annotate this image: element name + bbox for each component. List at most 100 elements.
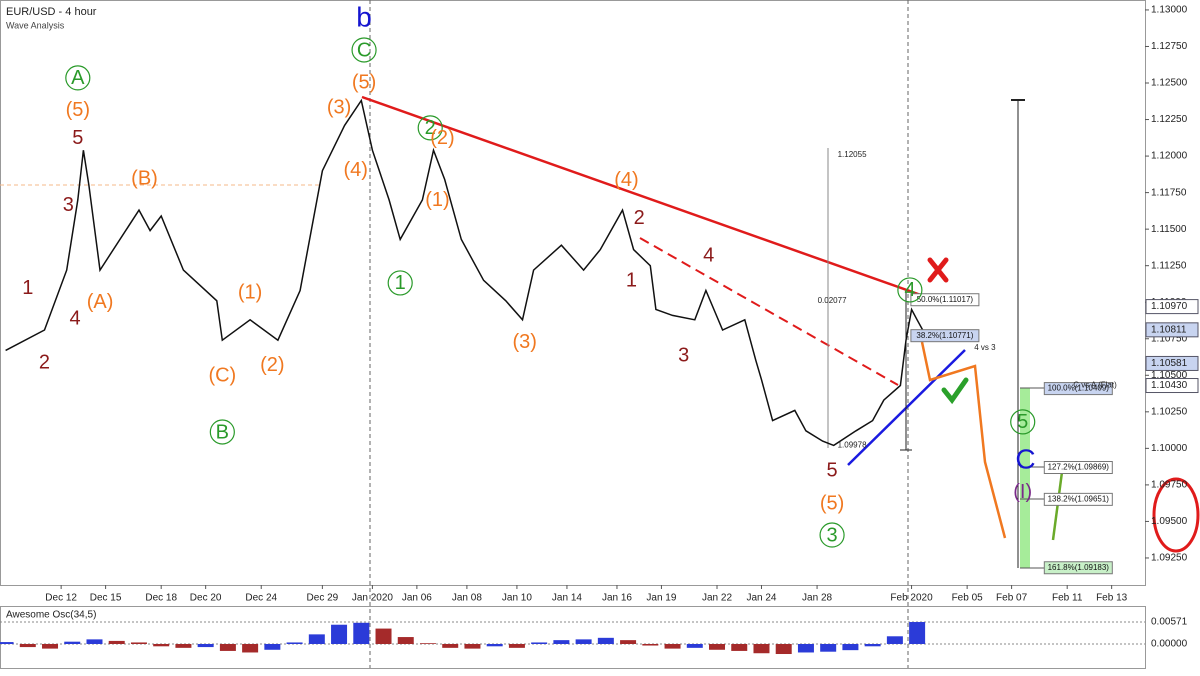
price-tag-label: 1.10581 (1151, 358, 1188, 369)
wave-label: (3) (327, 96, 351, 118)
oscillator-bar (797, 643, 814, 653)
oscillator-bar (419, 643, 436, 644)
wave-label: C (357, 39, 371, 61)
oscillator-bar (620, 640, 637, 644)
oscillator-bar (731, 643, 748, 651)
wave-circle (387, 270, 413, 296)
x-tick-label: Dec 29 (307, 593, 339, 604)
wave-label: 5 (1017, 411, 1028, 433)
x-tick-label: Jan 10 (502, 593, 532, 604)
fib-box (910, 293, 980, 307)
y-tick-label: 1.10750 (1151, 333, 1188, 344)
wave-label: 3 (827, 524, 838, 546)
oscillator-bar (531, 642, 548, 644)
chart-title: EUR/USD - 4 hour (6, 6, 97, 18)
oscillator-bar (709, 643, 726, 650)
wave-label: (5) (352, 71, 376, 93)
wave-circle (209, 419, 235, 445)
oscillator-bar (64, 641, 81, 644)
oscillator-bar (242, 643, 259, 653)
wave-label: 5 (72, 127, 83, 149)
oscillator-bar (331, 624, 348, 644)
wave-circle (351, 37, 377, 63)
wave-circle (417, 115, 443, 141)
price-tag-label: 1.10430 (1151, 380, 1188, 391)
oscillator-bar (508, 643, 525, 648)
note-label: 1.12055 (838, 150, 867, 159)
y-tick-label: 1.10000 (1151, 443, 1188, 454)
oscillator-bar (219, 643, 236, 651)
x-tick-label: Feb 2020 (890, 593, 933, 604)
y-tick-label: 1.12000 (1151, 151, 1188, 162)
oscillator-bar (909, 622, 926, 644)
projection-arrow (920, 341, 1007, 539)
x-tick-label: Feb 05 (952, 593, 984, 604)
wave-label: 2 (39, 351, 50, 373)
y-tick-label: 1.13000 (1151, 5, 1188, 16)
note-label: C vs A (Flat) (1073, 381, 1117, 390)
check-mark (941, 377, 969, 405)
trend-line-dashed (639, 237, 899, 386)
oscillator-bar (86, 639, 103, 644)
fib-label: 127.2%(1.09869) (1048, 463, 1110, 472)
wave-label: 4 (703, 244, 714, 266)
wave-label: (5) (66, 99, 90, 121)
x-tick-label: Jan 2020 (352, 593, 394, 604)
wave-label: 4 (69, 307, 80, 329)
oscillator-bar (686, 643, 703, 648)
x-tick-label: Jan 24 (746, 593, 776, 604)
x-tick-label: Dec 18 (145, 593, 177, 604)
wave-label: 1 (395, 272, 406, 294)
highlight-circle (1152, 477, 1200, 553)
oscillator-bar (42, 643, 59, 649)
wave-label: 5 (827, 459, 838, 481)
fib-label: 50.0%(1.11017) (917, 295, 974, 304)
fib-box (1043, 382, 1113, 396)
fib-label: 138.2%(1.09651) (1048, 494, 1110, 503)
oscillator-bar (664, 643, 681, 649)
oscillator-bar (864, 643, 881, 647)
y-tick-label: 1.11250 (1151, 260, 1187, 271)
x-tick-label: Dec 24 (245, 593, 277, 604)
oscillator-title: Awesome Osc(34,5) (6, 610, 96, 621)
x-tick-label: Dec 12 (45, 593, 77, 604)
y-tick-label: 1.12250 (1151, 114, 1188, 125)
oscillator-bar (353, 622, 370, 644)
x-tick-label: Feb 11 (1052, 593, 1083, 604)
fib-box (1043, 461, 1113, 475)
y-tick-label: 0.00000 (1151, 639, 1188, 650)
wave-label: (C) (208, 364, 236, 386)
wave-label: 4 (904, 279, 915, 301)
price-tag (1145, 299, 1199, 315)
oscillator-bar (575, 639, 592, 644)
oscillator-bar (842, 643, 859, 651)
wave-circle (897, 277, 923, 303)
price-panel-frame (0, 0, 1146, 586)
wave-label: b (356, 1, 372, 32)
wave-circle (819, 522, 845, 548)
oscillator-bar (108, 640, 125, 644)
wave-label: (B) (131, 167, 158, 189)
oscillator-bar (286, 642, 303, 644)
oscillator-bar (175, 643, 192, 648)
oscillator-bar (130, 642, 147, 644)
wave-label: (1) (425, 189, 449, 211)
oscillator-bar (264, 643, 281, 650)
cross-mark (927, 257, 949, 283)
wave-label: (I) (1013, 481, 1032, 503)
x-tick-label: Jan 19 (646, 593, 676, 604)
y-tick-label: 1.09250 (1151, 553, 1188, 564)
oscillator-bar (553, 640, 570, 644)
oscillator-bar (753, 643, 770, 654)
oscillator-bar (775, 643, 792, 655)
oscillator-bar (375, 628, 392, 644)
oscillator-bar (308, 634, 325, 644)
wave-label: 2 (634, 207, 645, 229)
wave-label: 1 (626, 269, 637, 291)
oscillator-bar (19, 643, 36, 648)
fib-label: 161.8%(1.09183) (1048, 563, 1110, 572)
oscillator-bar (642, 643, 659, 646)
wave-label: (2) (260, 354, 284, 376)
